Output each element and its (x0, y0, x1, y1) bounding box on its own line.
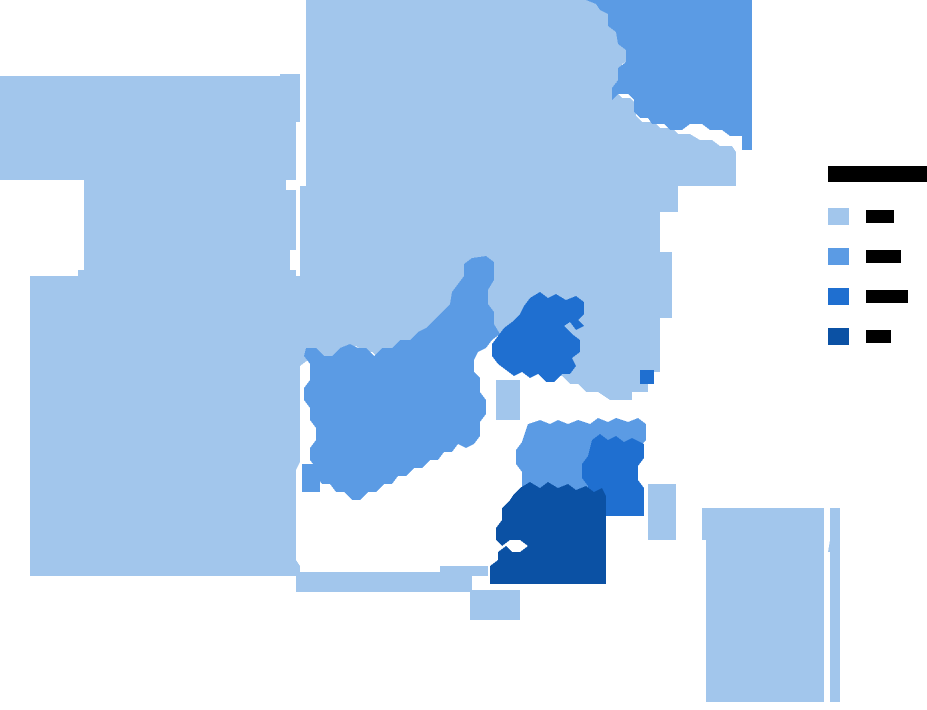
region-south-core[interactable] (490, 482, 606, 584)
region-south-fragment[interactable] (470, 592, 520, 620)
region-inset-island-a[interactable] (834, 516, 840, 534)
legend-swatch-3 (828, 288, 849, 305)
region-east-strip[interactable] (648, 484, 676, 540)
region-central-light-gap[interactable] (496, 380, 520, 420)
map-inset (702, 508, 840, 702)
legend-item-2[interactable] (828, 248, 927, 265)
region-inset-island-b[interactable] (828, 540, 838, 552)
region-north-central[interactable] (300, 0, 736, 400)
legend-label-1-redacted (866, 210, 894, 223)
region-east-enclave[interactable] (640, 370, 654, 384)
region-north-block-left[interactable] (280, 74, 300, 122)
region-northeast[interactable] (586, 0, 752, 150)
inset-separator-vertical (824, 508, 830, 702)
inset-separator-inner (702, 540, 706, 702)
region-inset-main[interactable] (702, 508, 840, 702)
region-central-east[interactable] (492, 292, 584, 382)
legend-item-3[interactable] (828, 288, 927, 305)
legend-title-redacted (828, 166, 927, 182)
map-regions-light (0, 0, 736, 620)
legend-swatch-4 (828, 328, 849, 345)
legend-swatch-1 (828, 208, 849, 225)
legend-item-1[interactable] (828, 208, 927, 225)
legend-item-4[interactable] (828, 328, 927, 345)
region-nw-lower[interactable] (30, 276, 520, 620)
region-central-west[interactable] (304, 256, 500, 500)
legend-swatch-2 (828, 248, 849, 265)
legend-label-3-redacted (866, 290, 908, 303)
map-legend (828, 166, 927, 368)
region-west-enclave[interactable] (302, 464, 320, 492)
legend-label-2-redacted (866, 250, 901, 263)
map-regions-dark (490, 292, 654, 584)
legend-label-4-redacted (866, 330, 891, 343)
